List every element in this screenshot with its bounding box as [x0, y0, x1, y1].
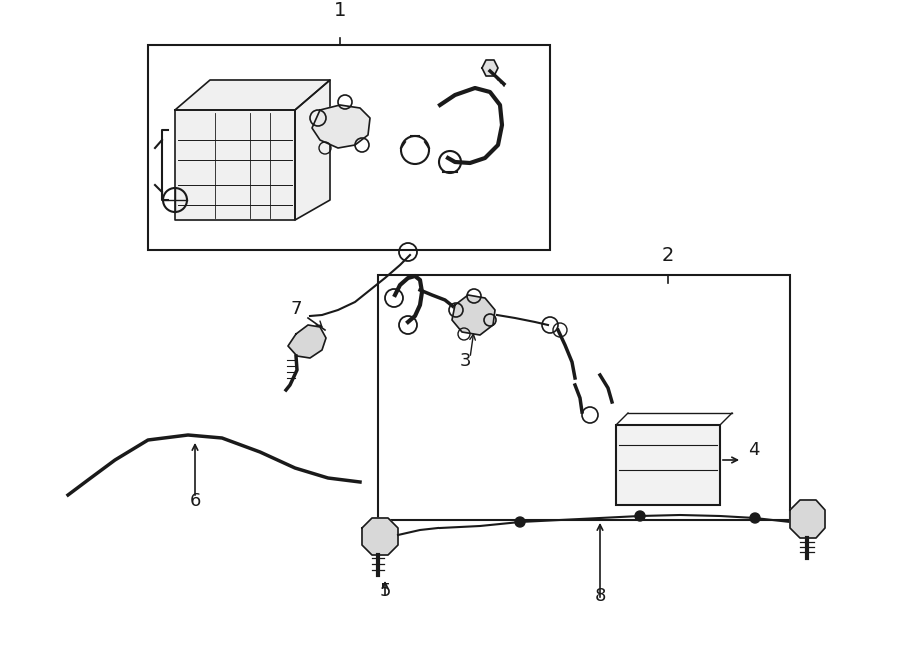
Circle shape: [515, 517, 525, 527]
Polygon shape: [175, 110, 295, 220]
Text: 3: 3: [459, 352, 471, 370]
Polygon shape: [362, 518, 398, 555]
Text: 1: 1: [334, 1, 346, 20]
Text: 5: 5: [379, 582, 391, 600]
Text: 2: 2: [662, 246, 674, 265]
Text: 7: 7: [291, 300, 302, 318]
Bar: [378, 275, 790, 520]
Polygon shape: [295, 80, 330, 220]
Bar: [616, 425, 720, 505]
Text: 6: 6: [189, 492, 201, 510]
Polygon shape: [790, 500, 825, 538]
Text: 8: 8: [594, 587, 606, 605]
Polygon shape: [452, 295, 495, 335]
Bar: [148, 45, 550, 250]
Polygon shape: [312, 105, 370, 148]
Polygon shape: [288, 325, 326, 358]
Circle shape: [635, 511, 645, 521]
Polygon shape: [175, 80, 330, 110]
Circle shape: [750, 513, 760, 523]
Text: 4: 4: [748, 441, 760, 459]
Polygon shape: [482, 60, 498, 76]
